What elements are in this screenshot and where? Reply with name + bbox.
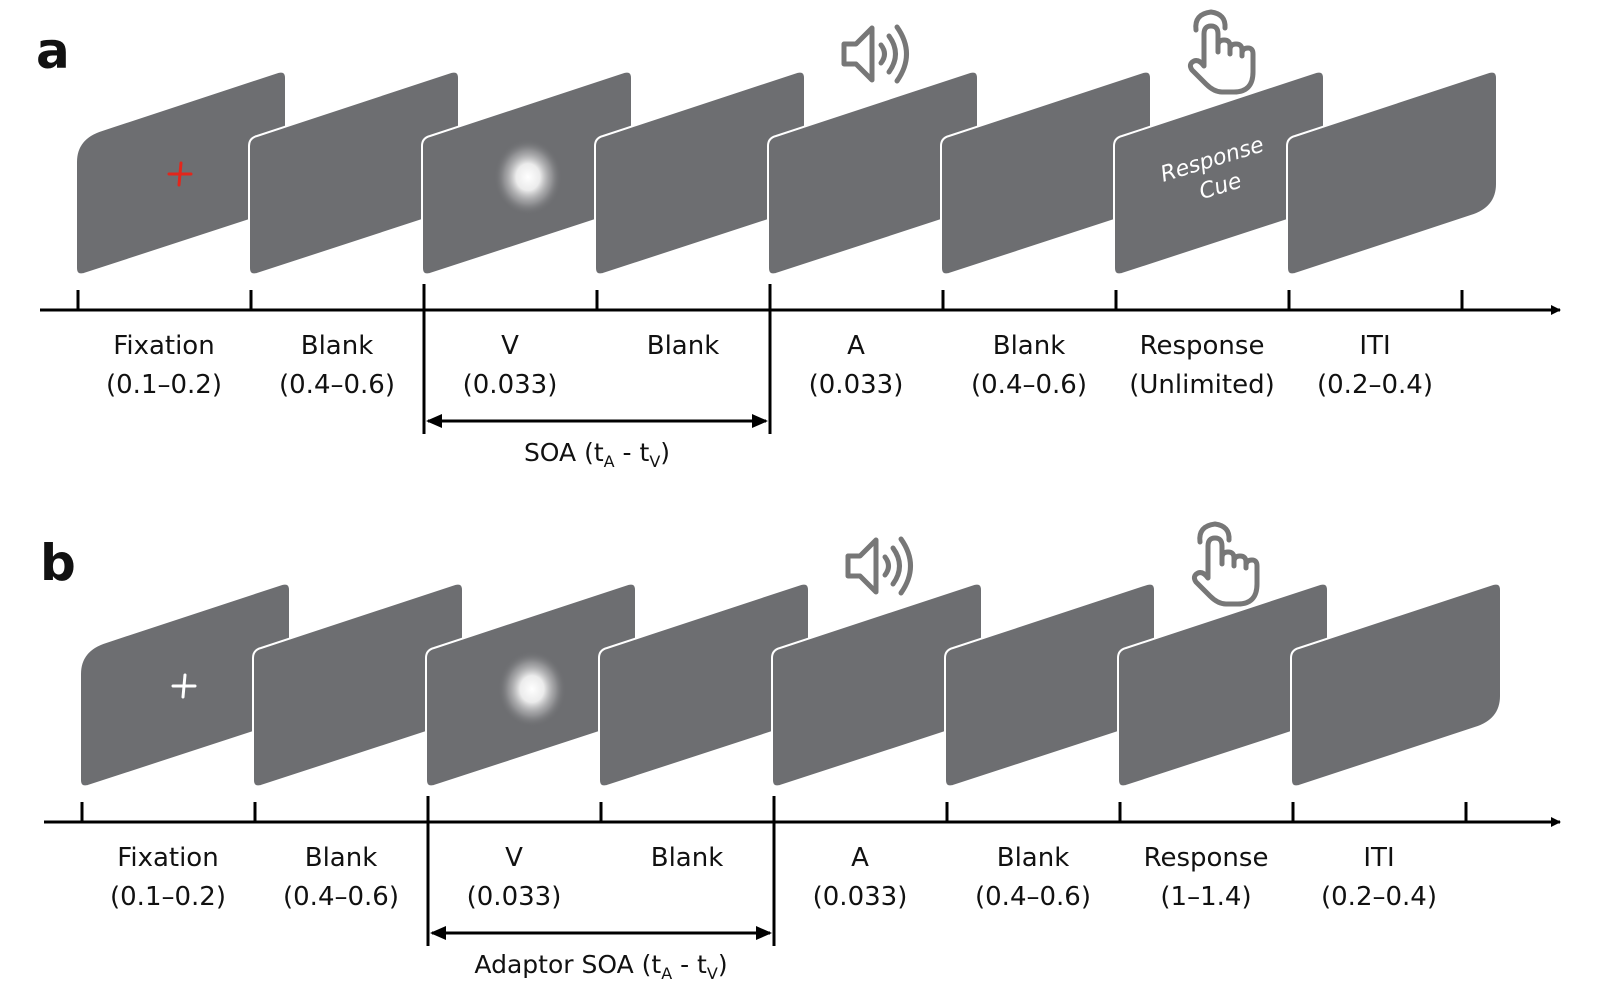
event-duration: (0.2–0.4) <box>1321 882 1437 912</box>
event-duration: (0.033) <box>809 370 904 400</box>
event-duration: (0.1–0.2) <box>110 882 226 912</box>
stimulus-screen <box>1113 70 1325 276</box>
event-name: Response <box>1144 843 1269 873</box>
hand-tap-icon <box>1191 521 1260 607</box>
speaker-icon <box>841 24 909 84</box>
event-duration: (0.4–0.6) <box>975 882 1091 912</box>
event-duration: (0.2–0.4) <box>1317 370 1433 400</box>
event-duration: (1–1.4) <box>1160 882 1251 912</box>
stimulus-screen <box>594 70 806 276</box>
event-name: Blank <box>305 843 378 873</box>
stimulus-screen <box>944 582 1156 788</box>
event-duration: (0.4–0.6) <box>283 882 399 912</box>
event-name: A <box>851 843 869 873</box>
event-name: Fixation <box>117 843 218 873</box>
stimulus-screen <box>1286 70 1498 276</box>
soa-arrow <box>430 926 772 940</box>
event-name: V <box>505 843 523 873</box>
event-duration: (0.033) <box>463 370 558 400</box>
panel-letter: a <box>36 22 70 80</box>
event-name: Response <box>1140 331 1265 361</box>
fixation-cross <box>167 161 193 187</box>
event-name: Fixation <box>113 331 214 361</box>
event-duration: (0.033) <box>467 882 562 912</box>
hand-tap-icon <box>1187 9 1256 95</box>
stimulus-screen <box>248 70 460 276</box>
soa-label: Adaptor SOA (tA - tV) <box>474 950 727 983</box>
event-name: V <box>501 331 519 361</box>
event-duration: (0.4–0.6) <box>279 370 395 400</box>
stimulus-screen <box>940 70 1152 276</box>
event-duration: (0.1–0.2) <box>106 370 222 400</box>
event-name: A <box>847 331 865 361</box>
panel-a: aResponseCueFixation(0.1–0.2)Blank(0.4–0… <box>36 9 1561 471</box>
stimulus-screen <box>767 70 979 276</box>
soa-arrow <box>426 414 768 428</box>
panel-letter: b <box>40 534 76 592</box>
event-duration: (0.033) <box>813 882 908 912</box>
visual-stimulus-blob <box>494 139 562 215</box>
soa-label: SOA (tA - tV) <box>524 438 670 471</box>
panel-b: b Fixation (0.1–0.2) Blank (0.4–0.6) V (0.033)… <box>40 521 1561 983</box>
event-name: ITI <box>1363 843 1394 873</box>
stimulus-screen <box>1117 582 1329 788</box>
event-duration: (0.4–0.6) <box>971 370 1087 400</box>
event-name: Blank <box>997 843 1070 873</box>
event-name: Blank <box>647 331 720 361</box>
stimulus-screen <box>598 582 810 788</box>
event-name: Blank <box>651 843 724 873</box>
fixation-cross <box>171 673 197 699</box>
event-name: Blank <box>993 331 1066 361</box>
stimulus-screen <box>1290 582 1502 788</box>
event-name: Blank <box>301 331 374 361</box>
speaker-icon <box>845 536 913 596</box>
event-duration: (Unlimited) <box>1129 370 1275 400</box>
visual-stimulus-blob <box>498 651 566 727</box>
stimulus-screen <box>771 582 983 788</box>
stimulus-screen <box>252 582 464 788</box>
event-name: ITI <box>1359 331 1390 361</box>
